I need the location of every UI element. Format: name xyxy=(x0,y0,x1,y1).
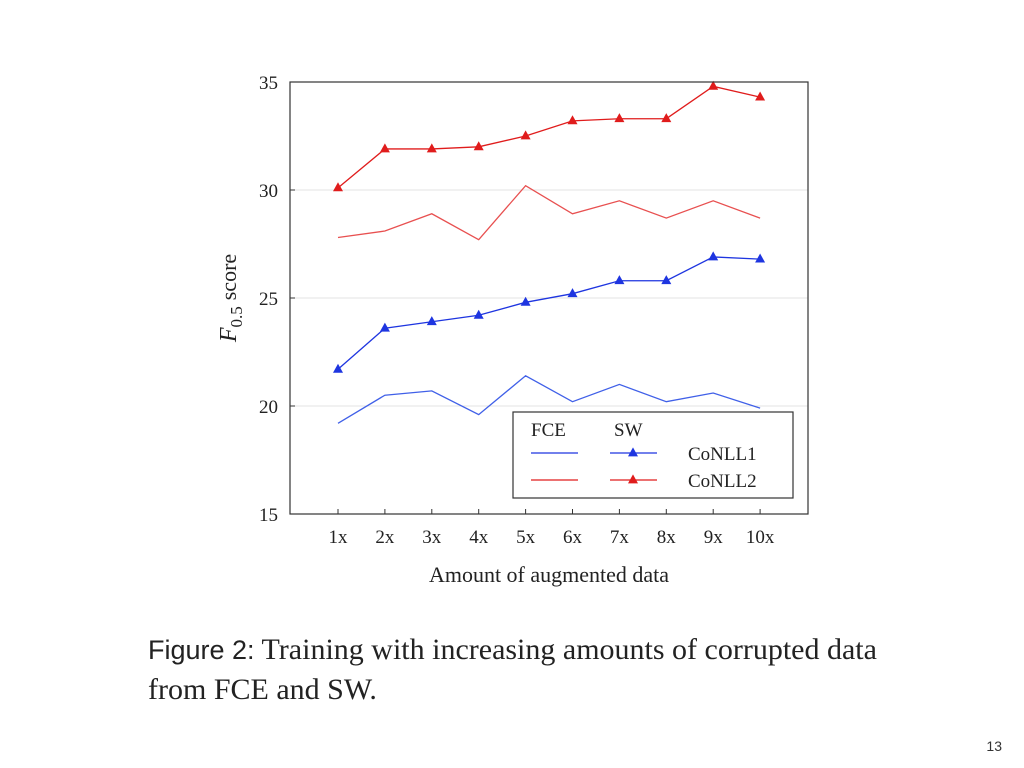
figure-caption: Figure 2: Training with increasing amoun… xyxy=(148,630,908,710)
data-point-sw-conll1 xyxy=(567,288,578,298)
y-axis-title-main: F xyxy=(216,327,242,343)
legend-box xyxy=(512,411,794,499)
y-axis-title: F0.5 score xyxy=(216,254,246,343)
series-line-sw-conll2 xyxy=(337,85,761,189)
legend-header-fce: FCE xyxy=(531,420,566,441)
data-point-sw-conll2 xyxy=(520,130,531,140)
data-point-sw-conll2 xyxy=(708,80,719,90)
series-line-fce-conll2 xyxy=(337,184,761,241)
data-point-sw-conll2 xyxy=(333,182,343,192)
data-point-sw-conll2 xyxy=(426,143,437,153)
data-point-sw-conll1 xyxy=(661,275,672,285)
y-tick-label: 35 xyxy=(259,73,278,94)
data-point-sw-conll2 xyxy=(379,143,390,153)
y-tick-label: 30 xyxy=(259,181,278,202)
legend-marker-sw-conll1 xyxy=(628,447,638,457)
legend-label-conll1: CoNLL1 xyxy=(688,444,757,465)
legend-header-sw: SW xyxy=(614,420,643,441)
caption-text: Training with increasing amounts of corr… xyxy=(148,633,877,706)
x-tick-label: 4x xyxy=(469,527,489,548)
data-point-sw-conll2 xyxy=(661,113,672,123)
data-point-sw-conll2 xyxy=(567,115,578,125)
legend: FCE SW CoNLL1 CoNLL2 xyxy=(512,411,794,499)
caption-label: Figure 2: xyxy=(148,635,255,665)
x-tick-label: 1x xyxy=(329,527,349,548)
data-point-sw-conll1 xyxy=(333,363,343,373)
data-point-sw-conll1 xyxy=(755,253,766,263)
series-layer xyxy=(333,80,766,424)
data-point-sw-conll1 xyxy=(473,309,484,319)
x-axis: 1x 2x 3x 4x 5x 6x 7x 8x 9x 10x xyxy=(329,509,775,548)
x-tick-label: 6x xyxy=(563,527,583,548)
legend-samples xyxy=(531,447,657,484)
x-axis-title: Amount of augmented data xyxy=(429,562,669,587)
series-line-sw-conll1 xyxy=(337,256,761,370)
x-tick-label: 9x xyxy=(704,527,724,548)
data-point-sw-conll2 xyxy=(473,141,484,151)
x-tick-label: 5x xyxy=(516,527,536,548)
y-axis-title-subscript: 0.5 xyxy=(227,306,246,327)
y-axis: 15 20 25 30 35 xyxy=(259,73,295,526)
y-axis-title-rest: score xyxy=(216,254,241,300)
data-point-sw-conll1 xyxy=(520,296,531,306)
y-tick-label: 15 xyxy=(259,505,278,526)
data-point-sw-conll1 xyxy=(379,322,390,332)
y-tick-label: 25 xyxy=(259,289,278,310)
line-chart: 15 20 25 30 35 1x 2x 3x 4x 5x 6x 7x 8x 9x 10x Amount … xyxy=(216,73,809,587)
x-tick-label: 7x xyxy=(610,527,630,548)
x-tick-label: 10x xyxy=(746,527,775,548)
data-point-sw-conll1 xyxy=(708,251,719,261)
legend-marker-sw-conll2 xyxy=(628,474,638,484)
x-tick-label: 3x xyxy=(422,527,442,548)
data-point-sw-conll1 xyxy=(426,316,437,326)
series-line-fce-conll1 xyxy=(337,374,761,424)
data-point-sw-conll1 xyxy=(614,275,625,285)
y-tick-label: 20 xyxy=(259,397,278,418)
legend-label-conll2: CoNLL2 xyxy=(688,471,757,492)
x-tick-label: 8x xyxy=(657,527,677,548)
data-point-sw-conll2 xyxy=(614,113,625,123)
x-tick-label: 2x xyxy=(375,527,395,548)
data-point-sw-conll2 xyxy=(755,91,766,101)
page-number: 13 xyxy=(986,738,1002,754)
